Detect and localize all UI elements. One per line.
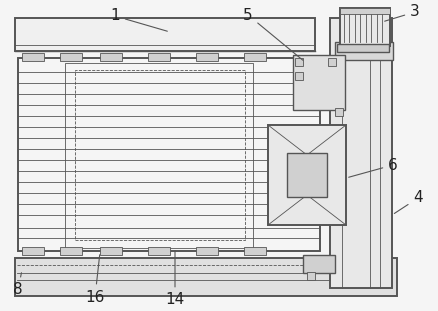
Bar	[328, 58, 336, 66]
Bar	[148, 53, 170, 61]
Bar	[100, 53, 122, 61]
Bar	[75, 70, 245, 240]
Bar	[337, 44, 389, 52]
Bar	[303, 255, 335, 273]
Bar	[340, 8, 390, 14]
Bar	[268, 125, 346, 225]
Bar	[196, 247, 218, 255]
Text: 1: 1	[110, 8, 167, 31]
Bar	[148, 247, 170, 255]
Bar	[330, 18, 392, 288]
Bar	[287, 153, 327, 197]
Bar	[100, 247, 122, 255]
Bar	[244, 247, 266, 255]
Text: 6: 6	[349, 157, 398, 177]
Bar	[196, 53, 218, 61]
Bar	[307, 272, 315, 280]
Bar	[340, 8, 390, 46]
Text: 3: 3	[385, 4, 420, 21]
Bar	[65, 63, 253, 248]
Bar	[335, 42, 393, 60]
Bar	[293, 55, 345, 110]
Text: 14: 14	[166, 251, 185, 308]
Bar	[244, 53, 266, 61]
Bar	[60, 247, 82, 255]
Bar	[18, 58, 320, 251]
Bar	[295, 72, 303, 80]
Bar	[22, 53, 44, 61]
Text: 8: 8	[13, 273, 23, 298]
Text: 16: 16	[85, 255, 105, 304]
Bar	[22, 247, 44, 255]
Bar	[15, 258, 397, 296]
Text: 5: 5	[243, 7, 303, 60]
Bar	[60, 53, 82, 61]
Bar	[335, 108, 343, 116]
Bar	[15, 18, 315, 51]
Text: 4: 4	[394, 191, 423, 213]
Bar	[295, 58, 303, 66]
